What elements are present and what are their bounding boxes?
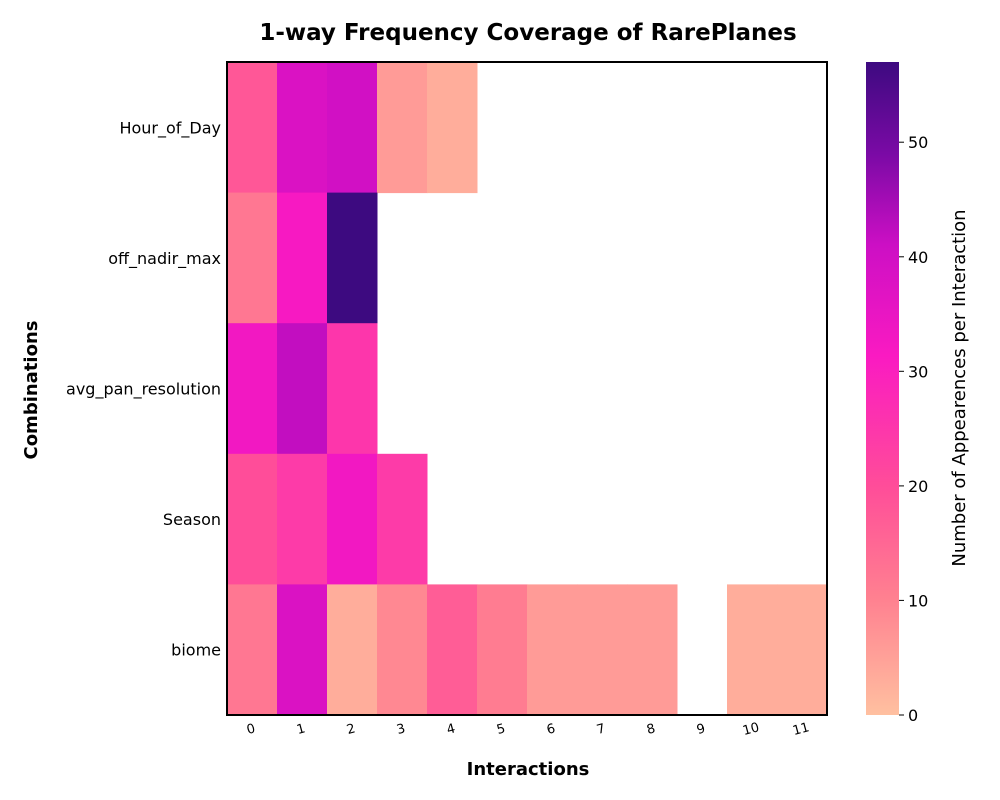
heatmap-cell bbox=[277, 453, 328, 585]
y-tick-label: avg_pan_resolution bbox=[66, 380, 221, 400]
x-tick-label: 2 bbox=[345, 721, 357, 738]
x-tick-label: 5 bbox=[495, 721, 507, 738]
heatmap-cell bbox=[277, 323, 328, 455]
heatmap-cell bbox=[327, 62, 378, 194]
y-tick-label: Season bbox=[163, 510, 221, 529]
heatmap-cell bbox=[427, 584, 478, 716]
x-tick-label: 11 bbox=[791, 720, 811, 739]
heatmap-cell bbox=[277, 584, 328, 716]
colorbar bbox=[866, 62, 899, 715]
x-tick-label: 8 bbox=[645, 721, 657, 738]
heatmap-cells bbox=[227, 62, 828, 716]
heatmap-cell bbox=[527, 584, 578, 716]
heatmap-cell bbox=[627, 584, 678, 716]
heatmap-cell bbox=[777, 584, 828, 716]
heatmap-cell bbox=[327, 192, 378, 324]
y-axis-label: Combinations bbox=[21, 320, 42, 459]
heatmap-cell bbox=[327, 453, 378, 585]
heatmap-cell bbox=[327, 584, 378, 716]
heatmap-cell bbox=[727, 584, 778, 716]
x-tick-label: 10 bbox=[741, 720, 761, 739]
x-tick-label: 3 bbox=[395, 721, 407, 738]
chart-title: 1-way Frequency Coverage of RarePlanes bbox=[259, 20, 796, 46]
colorbar-label: Number of Appearences per Interaction bbox=[949, 209, 970, 566]
x-tick-labels: 0 1 2 3 4 5 6 7 8 9 10 11 bbox=[245, 720, 811, 739]
y-tick-label: off_nadir_max bbox=[108, 249, 221, 269]
colorbar-tick-label: 50 bbox=[908, 133, 928, 152]
x-tick-label: 6 bbox=[545, 721, 557, 738]
x-axis-label: Interactions bbox=[467, 759, 590, 780]
heatmap-cell bbox=[577, 584, 628, 716]
x-tick-label: 0 bbox=[245, 721, 257, 738]
x-tick-label: 9 bbox=[695, 721, 707, 738]
heatmap-cell bbox=[377, 584, 428, 716]
colorbar-tick-label: 30 bbox=[908, 362, 928, 381]
heatmap-cell bbox=[427, 62, 478, 194]
heatmap-cell bbox=[377, 62, 428, 194]
colorbar-tick-label: 0 bbox=[908, 706, 918, 725]
colorbar-tick-label: 40 bbox=[908, 248, 928, 267]
colorbar-ticks: 0 10 20 30 40 50 bbox=[899, 133, 928, 725]
plot-frame bbox=[226, 61, 828, 716]
heatmap-cell bbox=[227, 323, 278, 455]
heatmap-cell bbox=[277, 62, 328, 194]
heatmap-cell bbox=[377, 453, 428, 585]
y-tick-label: Hour_of_Day bbox=[119, 118, 221, 138]
colorbar-tick-label: 20 bbox=[908, 477, 928, 496]
heatmap-cell bbox=[227, 192, 278, 324]
heatmap-cell bbox=[227, 453, 278, 585]
heatmap-cell bbox=[227, 584, 278, 716]
x-tick-label: 7 bbox=[595, 721, 607, 738]
colorbar-tick-label: 10 bbox=[908, 591, 928, 610]
x-tick-label: 1 bbox=[295, 721, 307, 738]
x-tick-label: 4 bbox=[445, 721, 457, 738]
heatmap-cell bbox=[477, 584, 528, 716]
heatmap-cell bbox=[227, 62, 278, 194]
heatmap-cell bbox=[327, 323, 378, 455]
heatmap-cell bbox=[277, 192, 328, 324]
y-tick-labels: Hour_of_Day off_nadir_max avg_pan_resoluti… bbox=[66, 118, 221, 659]
y-tick-label: biome bbox=[171, 641, 221, 660]
